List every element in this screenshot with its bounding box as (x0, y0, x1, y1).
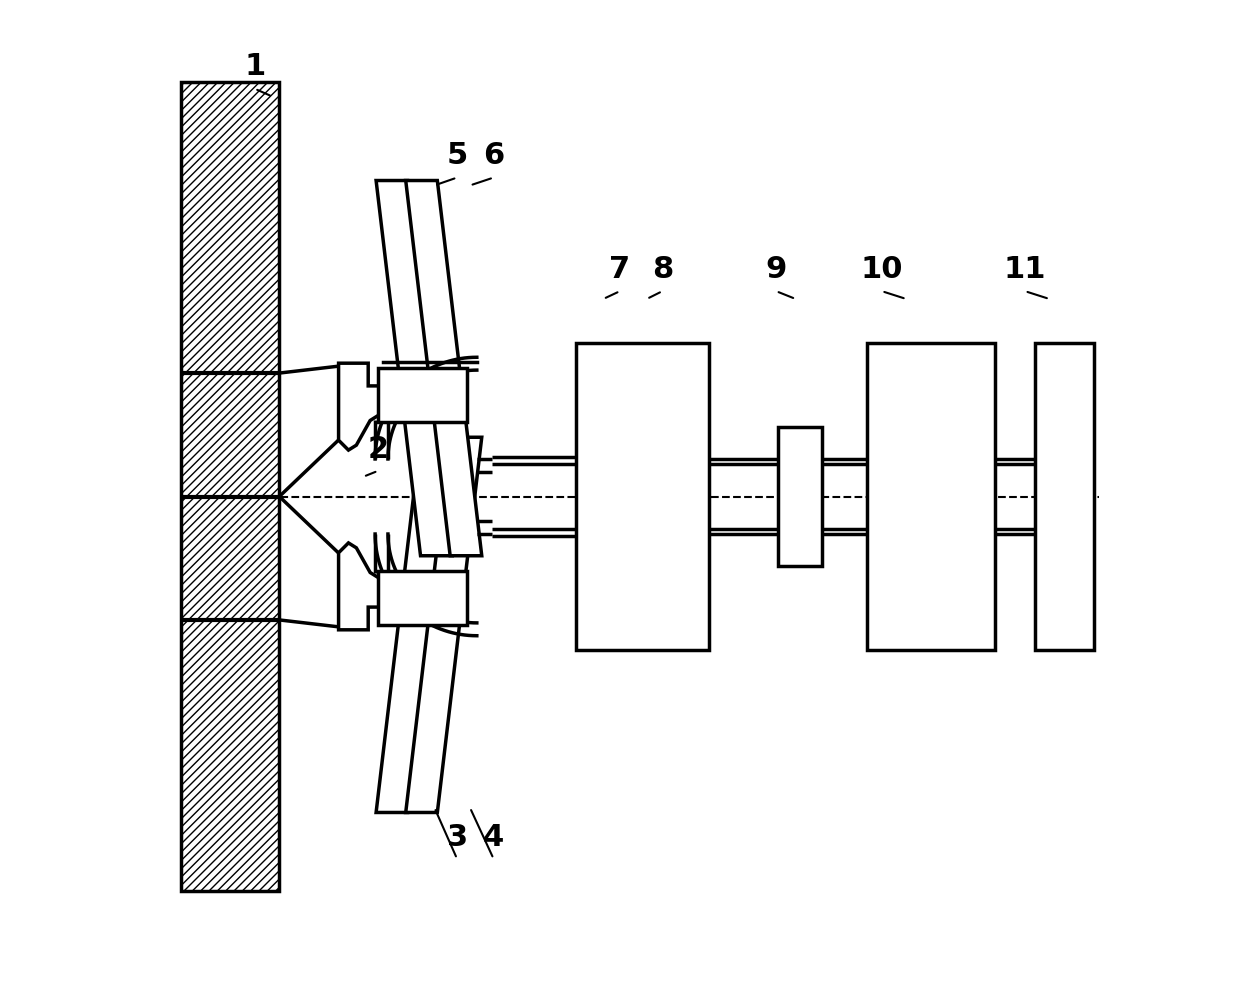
Polygon shape (378, 368, 467, 422)
Polygon shape (181, 81, 279, 892)
Text: 1: 1 (244, 53, 265, 81)
Polygon shape (777, 427, 822, 566)
Polygon shape (376, 437, 453, 812)
Polygon shape (339, 363, 386, 450)
Text: 2: 2 (367, 435, 388, 464)
Polygon shape (339, 543, 386, 630)
Polygon shape (376, 181, 453, 556)
Polygon shape (405, 437, 482, 812)
Text: 9: 9 (765, 255, 786, 284)
Text: 3: 3 (446, 822, 467, 852)
Polygon shape (405, 181, 482, 556)
Text: 5: 5 (446, 141, 467, 171)
Polygon shape (867, 344, 996, 649)
Text: 4: 4 (484, 822, 505, 852)
Polygon shape (378, 571, 467, 625)
Text: 11: 11 (1003, 255, 1047, 284)
Text: 7: 7 (609, 255, 631, 284)
Text: 8: 8 (652, 255, 673, 284)
Polygon shape (575, 344, 709, 649)
Text: 10: 10 (861, 255, 903, 284)
Text: 6: 6 (484, 141, 505, 171)
Polygon shape (1034, 344, 1094, 649)
